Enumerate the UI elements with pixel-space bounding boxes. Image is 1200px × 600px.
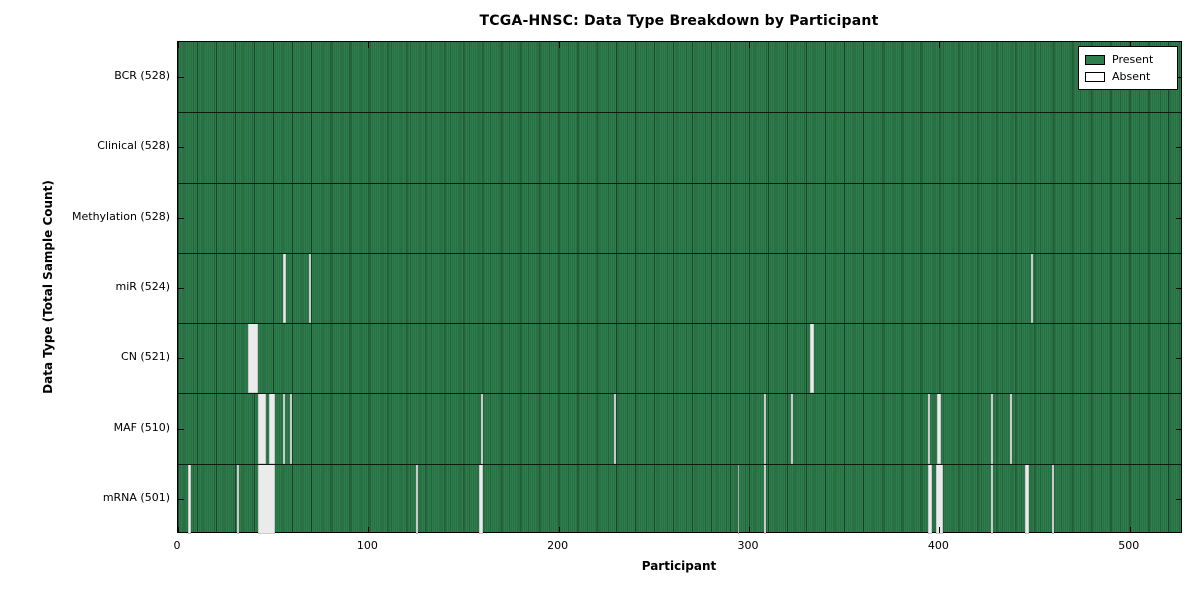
right-y-tick — [1175, 358, 1182, 360]
bottom-x-tick — [749, 526, 751, 533]
absent-gap — [257, 463, 276, 534]
row-separator — [178, 323, 1181, 325]
absent-gap — [764, 393, 767, 464]
absent-gap — [927, 393, 930, 464]
x-axis-label: Participant — [641, 559, 717, 573]
absent-gap — [282, 252, 287, 324]
bottom-x-tick — [939, 526, 941, 533]
x-tick-label-100: 100 — [356, 539, 378, 552]
top-x-tick — [749, 42, 751, 48]
absent-gap — [415, 463, 418, 534]
absent-gap — [935, 463, 944, 534]
absent-gap — [809, 323, 814, 394]
x-tick-label-200: 200 — [547, 539, 569, 552]
absent-gap — [927, 463, 932, 534]
absent-gap — [290, 393, 293, 464]
present-swatch — [1085, 54, 1105, 65]
y-tick-label-mrna: mRNA (501) — [102, 490, 170, 504]
absent-gap — [269, 393, 276, 464]
right-y-tick — [1175, 217, 1182, 219]
absent-gap — [1025, 463, 1029, 534]
left-y-tick — [178, 498, 184, 500]
absent-gap — [790, 393, 793, 464]
bottom-x-tick — [1129, 526, 1131, 533]
absent-gap — [1009, 393, 1012, 464]
left-y-tick — [178, 358, 184, 360]
absent-gap — [282, 393, 285, 464]
absent-gap — [478, 463, 483, 534]
x-tick-label-0: 0 — [173, 539, 181, 552]
row-separator — [178, 252, 1181, 254]
row-clinical — [178, 112, 1181, 182]
left-y-tick — [178, 147, 184, 149]
legend-item-present: Present — [1085, 51, 1171, 68]
left-y-tick — [178, 217, 184, 219]
absent-gap — [257, 393, 266, 464]
bottom-x-tick — [178, 526, 179, 533]
row-bcr — [178, 42, 1181, 112]
absent-gap — [1030, 252, 1033, 324]
top-x-tick — [178, 42, 179, 48]
chart-title: TCGA-HNSC: Data Type Breakdown by Partic… — [479, 13, 879, 29]
absent-gap — [248, 323, 258, 394]
row-methylation — [178, 183, 1181, 253]
legend-item-absent: Absent — [1085, 68, 1171, 85]
absent-gap — [937, 393, 942, 464]
absent-gap — [237, 463, 239, 534]
row-separator — [178, 112, 1181, 114]
row-separator — [178, 393, 1181, 395]
right-y-tick — [1175, 288, 1182, 289]
row-cn — [178, 323, 1181, 394]
absent-gap — [1051, 463, 1054, 534]
right-y-tick — [1175, 428, 1182, 430]
y-tick-label-mir: miR (524) — [115, 280, 171, 293]
legend-label-absent: Absent — [1112, 70, 1151, 83]
plot-area — [177, 41, 1182, 534]
bottom-x-tick — [368, 526, 370, 533]
left-y-tick — [178, 77, 184, 79]
row-mir — [178, 252, 1181, 324]
absent-gap — [737, 463, 740, 534]
absent-gap — [764, 463, 767, 534]
y-tick-label-methylation: Methylation (528) — [72, 209, 170, 223]
x-tick-label-400: 400 — [927, 539, 949, 552]
legend-label-present: Present — [1112, 53, 1154, 66]
top-x-tick — [368, 42, 370, 48]
absent-gap — [309, 252, 312, 324]
row-mrna — [178, 463, 1181, 534]
x-tick-label-300: 300 — [737, 539, 759, 552]
row-separator — [178, 182, 1181, 184]
y-tick-label-maf: MAF (510) — [113, 420, 170, 434]
bottom-x-tick — [558, 526, 560, 533]
absent-gap — [187, 463, 192, 534]
y-tick-label-cn: CN (521) — [121, 350, 170, 364]
right-y-tick — [1175, 77, 1182, 79]
x-tick-label-500: 500 — [1118, 539, 1140, 552]
absent-gap — [613, 393, 616, 464]
row-separator — [178, 463, 1181, 465]
right-y-tick — [1175, 147, 1182, 149]
right-y-tick — [1175, 498, 1182, 500]
row-maf — [178, 393, 1181, 464]
absent-swatch — [1085, 71, 1105, 82]
top-x-tick — [1129, 42, 1131, 48]
left-y-tick — [178, 288, 184, 289]
top-x-tick — [558, 42, 560, 48]
top-x-tick — [939, 42, 941, 48]
y-tick-label-clinical: Clinical (528) — [97, 139, 170, 153]
absent-gap — [480, 393, 483, 464]
absent-gap — [990, 393, 993, 464]
left-y-tick — [178, 428, 184, 430]
y-tick-label-bcr: BCR (528) — [114, 69, 170, 83]
absent-gap — [990, 463, 993, 534]
legend: Present Absent — [1078, 46, 1178, 90]
